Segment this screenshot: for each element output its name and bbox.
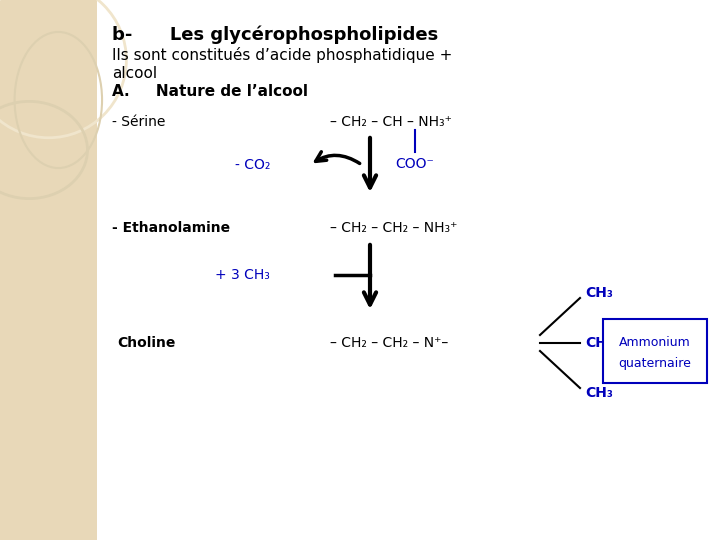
- Text: – CH₂ – CH₂ – NH₃⁺: – CH₂ – CH₂ – NH₃⁺: [330, 221, 457, 235]
- Text: alcool: alcool: [112, 66, 158, 81]
- Bar: [0, 0, 97, 540]
- Text: - Sérine: - Sérine: [112, 115, 166, 129]
- Text: - CO₂: - CO₂: [235, 158, 271, 172]
- Bar: [97, 0, 720, 540]
- FancyBboxPatch shape: [603, 319, 707, 383]
- Text: COO⁻: COO⁻: [395, 157, 434, 171]
- Text: + 3 CH₃: + 3 CH₃: [215, 268, 270, 282]
- Text: Choline: Choline: [117, 336, 176, 350]
- Text: – CH₂ – CH – NH₃⁺: – CH₂ – CH – NH₃⁺: [330, 115, 452, 129]
- Text: CH₃: CH₃: [585, 336, 613, 350]
- Text: CH₃: CH₃: [585, 286, 613, 300]
- Text: A.     Nature de l’alcool: A. Nature de l’alcool: [112, 84, 308, 99]
- Text: quaternaire: quaternaire: [618, 356, 691, 369]
- Text: b-      Les glycérophospholipides: b- Les glycérophospholipides: [112, 25, 438, 44]
- Text: - Ethanolamine: - Ethanolamine: [112, 221, 230, 235]
- Text: CH₃: CH₃: [585, 386, 613, 400]
- Text: Ils sont constitués d’acide phosphatidique +: Ils sont constitués d’acide phosphatidiq…: [112, 47, 453, 63]
- Text: Ammonium: Ammonium: [619, 335, 691, 348]
- Text: – CH₂ – CH₂ – N⁺–: – CH₂ – CH₂ – N⁺–: [330, 336, 449, 350]
